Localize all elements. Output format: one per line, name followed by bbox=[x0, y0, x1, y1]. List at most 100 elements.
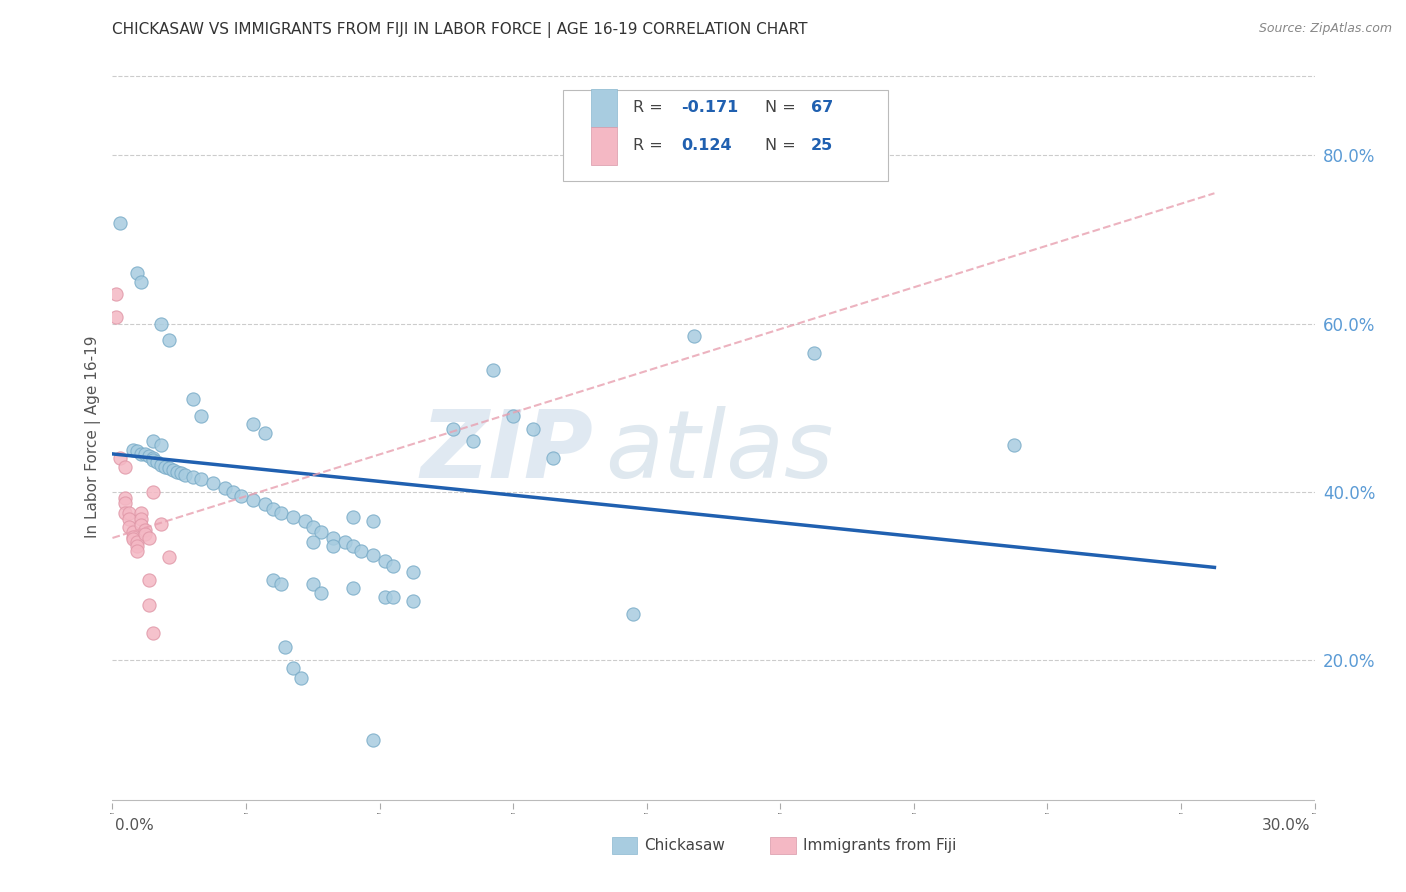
Point bbox=[190, 409, 212, 423]
Point bbox=[222, 484, 245, 499]
Point bbox=[242, 417, 264, 432]
Point bbox=[621, 607, 644, 621]
Point bbox=[117, 520, 139, 534]
Point bbox=[281, 661, 304, 675]
Point bbox=[482, 363, 505, 377]
Point bbox=[134, 523, 156, 537]
Point bbox=[322, 540, 344, 554]
Point bbox=[141, 484, 163, 499]
Text: N =: N = bbox=[765, 101, 801, 115]
Point bbox=[350, 543, 373, 558]
Point bbox=[125, 266, 148, 280]
Point bbox=[114, 459, 136, 474]
Text: CHICKASAW VS IMMIGRANTS FROM FIJI IN LABOR FORCE | AGE 16-19 CORRELATION CHART: CHICKASAW VS IMMIGRANTS FROM FIJI IN LAB… bbox=[112, 22, 808, 38]
Point bbox=[141, 434, 163, 449]
Point bbox=[121, 530, 143, 544]
Point bbox=[402, 594, 425, 608]
Point bbox=[114, 506, 136, 520]
Point bbox=[361, 732, 384, 747]
Point bbox=[342, 540, 364, 554]
Point bbox=[1002, 438, 1025, 452]
Point bbox=[181, 392, 204, 407]
Text: ZIP: ZIP bbox=[420, 406, 593, 498]
Text: -0.171: -0.171 bbox=[681, 101, 738, 115]
Point bbox=[201, 476, 224, 491]
Point bbox=[302, 520, 325, 534]
Point bbox=[145, 455, 167, 469]
Point bbox=[157, 334, 180, 348]
Point bbox=[333, 535, 356, 549]
Point bbox=[125, 543, 148, 558]
Point bbox=[134, 447, 156, 461]
Point bbox=[149, 438, 172, 452]
Point bbox=[138, 531, 160, 545]
Text: atlas: atlas bbox=[606, 406, 834, 497]
Bar bbox=[591, 127, 617, 165]
Point bbox=[169, 467, 191, 481]
Point bbox=[190, 472, 212, 486]
Point bbox=[441, 422, 464, 436]
Point bbox=[134, 526, 156, 541]
Point bbox=[309, 525, 332, 540]
Text: 0.124: 0.124 bbox=[681, 138, 731, 153]
Point bbox=[342, 510, 364, 524]
Point bbox=[110, 451, 132, 466]
Point bbox=[290, 672, 312, 686]
Point bbox=[461, 434, 484, 449]
Point bbox=[270, 577, 292, 591]
Text: 0.0%: 0.0% bbox=[115, 818, 155, 833]
Point bbox=[173, 467, 195, 482]
Point bbox=[166, 465, 188, 479]
Point bbox=[138, 599, 160, 613]
Point bbox=[214, 481, 236, 495]
Point bbox=[121, 532, 143, 546]
Point bbox=[342, 582, 364, 596]
Point bbox=[129, 275, 152, 289]
Point bbox=[253, 497, 276, 511]
Text: 30.0%: 30.0% bbox=[1263, 818, 1310, 833]
Text: R =: R = bbox=[633, 101, 668, 115]
Point bbox=[274, 640, 297, 655]
Point bbox=[374, 554, 396, 568]
Point bbox=[141, 451, 163, 466]
Point bbox=[374, 590, 396, 604]
Text: 25: 25 bbox=[811, 138, 834, 153]
Point bbox=[125, 444, 148, 458]
Point bbox=[522, 422, 544, 436]
Point bbox=[309, 585, 332, 599]
Point bbox=[121, 525, 143, 540]
Point bbox=[502, 409, 524, 423]
Point bbox=[141, 626, 163, 640]
Point bbox=[141, 452, 163, 467]
Point bbox=[302, 577, 325, 591]
Point bbox=[322, 531, 344, 545]
Point bbox=[181, 469, 204, 483]
Point bbox=[682, 329, 704, 343]
Point bbox=[162, 463, 184, 477]
Point bbox=[149, 317, 172, 331]
Text: Source: ZipAtlas.com: Source: ZipAtlas.com bbox=[1258, 22, 1392, 36]
Point bbox=[114, 496, 136, 510]
Point bbox=[105, 287, 128, 301]
Point bbox=[129, 506, 152, 520]
Point bbox=[253, 425, 276, 440]
Text: 67: 67 bbox=[811, 101, 834, 115]
Text: R =: R = bbox=[633, 138, 668, 153]
Point bbox=[270, 506, 292, 520]
Text: Immigrants from Fiji: Immigrants from Fiji bbox=[803, 838, 956, 853]
Y-axis label: In Labor Force | Age 16-19: In Labor Force | Age 16-19 bbox=[86, 335, 101, 539]
FancyBboxPatch shape bbox=[564, 90, 887, 181]
Text: Chickasaw: Chickasaw bbox=[644, 838, 725, 853]
Point bbox=[110, 216, 132, 230]
Point bbox=[229, 489, 252, 503]
Point bbox=[129, 511, 152, 525]
Point bbox=[121, 442, 143, 457]
Point bbox=[153, 459, 176, 474]
Point bbox=[129, 518, 152, 533]
Point bbox=[157, 461, 180, 475]
Point bbox=[361, 514, 384, 528]
Point bbox=[125, 535, 148, 549]
Point bbox=[138, 450, 160, 464]
Point bbox=[262, 573, 284, 587]
Point bbox=[262, 501, 284, 516]
